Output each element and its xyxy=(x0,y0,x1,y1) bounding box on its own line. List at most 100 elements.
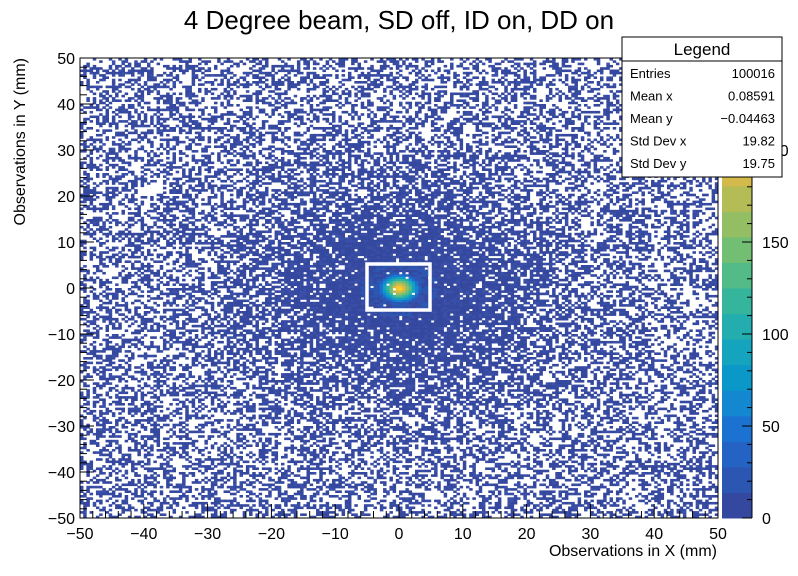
heatmap-cell xyxy=(395,398,400,401)
heatmap-cell xyxy=(478,478,483,482)
heatmap-cell xyxy=(347,511,352,514)
heatmap-cell xyxy=(252,472,256,475)
heatmap-cell xyxy=(322,393,326,397)
heatmap-cell xyxy=(379,504,384,507)
heatmap-cell xyxy=(670,444,674,447)
heatmap-cell xyxy=(593,474,598,477)
heatmap-cell xyxy=(111,460,116,464)
heatmap-cell xyxy=(504,490,508,493)
heatmap-cell xyxy=(328,455,333,459)
heatmap-cell xyxy=(233,453,237,457)
heatmap-cell xyxy=(245,472,250,475)
heatmap-cell xyxy=(529,412,534,415)
heatmap-cell xyxy=(239,483,243,487)
heatmap-cell xyxy=(363,428,368,431)
heatmap-cell xyxy=(679,465,684,468)
heatmap-cell xyxy=(564,511,569,514)
heatmap-cell xyxy=(386,419,390,422)
heatmap-cell xyxy=(108,504,113,507)
heatmap-cell xyxy=(239,455,243,459)
heatmap-cell xyxy=(239,481,243,484)
heatmap-cell xyxy=(443,455,448,459)
heatmap-cell xyxy=(571,483,575,487)
heatmap-cell xyxy=(641,462,645,466)
heatmap-cell xyxy=(172,490,176,493)
heatmap-cell xyxy=(689,444,693,447)
heatmap-cell xyxy=(290,485,295,489)
heatmap-cell xyxy=(580,476,585,480)
heatmap-cell xyxy=(261,446,266,450)
heatmap-cell xyxy=(606,416,610,420)
heatmap-cell xyxy=(347,396,352,399)
heatmap-cell xyxy=(558,495,562,498)
heatmap-cell xyxy=(290,449,295,452)
heatmap-cell xyxy=(252,435,256,438)
heatmap-cell xyxy=(456,462,460,466)
heatmap-cell xyxy=(277,511,282,514)
heatmap-cell xyxy=(150,504,154,507)
heatmap-cell xyxy=(456,393,460,397)
heatmap-cell xyxy=(631,488,636,491)
heatmap-cell xyxy=(201,485,205,489)
heatmap-cell xyxy=(542,393,547,397)
heatmap-cell xyxy=(590,432,594,436)
heatmap-cell xyxy=(303,483,307,487)
heatmap-cell xyxy=(478,416,483,420)
heatmap-cell xyxy=(485,405,489,408)
heatmap-cell xyxy=(204,458,208,461)
heatmap-cell xyxy=(702,513,706,516)
heatmap-cell xyxy=(265,455,269,459)
heatmap-cell xyxy=(328,400,333,404)
heatmap-cell xyxy=(236,465,240,468)
heatmap-cell xyxy=(612,460,617,464)
heatmap-cell xyxy=(306,396,310,399)
heatmap-cell xyxy=(300,513,304,516)
heatmap-cell xyxy=(708,515,712,519)
heatmap-cell xyxy=(408,451,413,454)
heatmap-cell xyxy=(641,499,645,503)
heatmap-cell xyxy=(590,442,594,445)
heatmap-cell xyxy=(469,451,473,454)
heatmap-cell xyxy=(198,469,202,473)
heatmap-cell xyxy=(647,483,652,487)
heatmap-cell xyxy=(491,490,495,493)
heatmap-cell xyxy=(108,455,113,459)
heatmap-cell xyxy=(507,474,511,477)
heatmap-cell xyxy=(440,400,444,404)
heatmap-cell xyxy=(666,416,671,420)
heatmap-cell xyxy=(309,462,314,466)
heatmap-cell xyxy=(478,439,483,443)
heatmap-cell xyxy=(558,460,562,464)
heatmap-cell xyxy=(513,432,518,436)
heatmap-cell xyxy=(108,460,113,464)
heatmap-cell xyxy=(207,421,212,424)
heatmap-cell xyxy=(638,474,642,477)
heatmap-cell xyxy=(402,426,406,429)
heatmap-cell xyxy=(501,481,505,484)
heatmap-cell xyxy=(405,423,409,427)
heatmap-cell xyxy=(386,398,390,401)
heatmap-cell xyxy=(249,419,253,422)
heatmap-cell xyxy=(561,432,566,436)
heatmap-cell xyxy=(504,421,508,424)
heatmap-cell xyxy=(513,488,518,491)
heatmap-cell xyxy=(456,469,460,473)
heatmap-cell xyxy=(708,469,712,473)
heatmap-cell xyxy=(121,407,125,411)
heatmap-cell xyxy=(80,435,84,438)
heatmap-cell xyxy=(284,504,288,507)
heatmap-cell xyxy=(405,465,409,468)
heatmap-cell xyxy=(166,442,170,445)
heatmap-cell xyxy=(86,499,90,503)
heatmap-cell xyxy=(593,451,598,454)
heatmap-cell xyxy=(325,467,330,470)
heatmap-cell xyxy=(558,444,562,447)
heatmap-cell xyxy=(542,409,547,413)
heatmap-cell xyxy=(194,513,199,516)
heatmap-cell xyxy=(507,499,511,503)
heatmap-cell xyxy=(596,400,601,404)
heatmap-cell xyxy=(198,460,202,464)
heatmap-cell xyxy=(459,513,464,516)
heatmap-cell xyxy=(89,492,94,496)
heatmap-cell xyxy=(207,458,212,461)
